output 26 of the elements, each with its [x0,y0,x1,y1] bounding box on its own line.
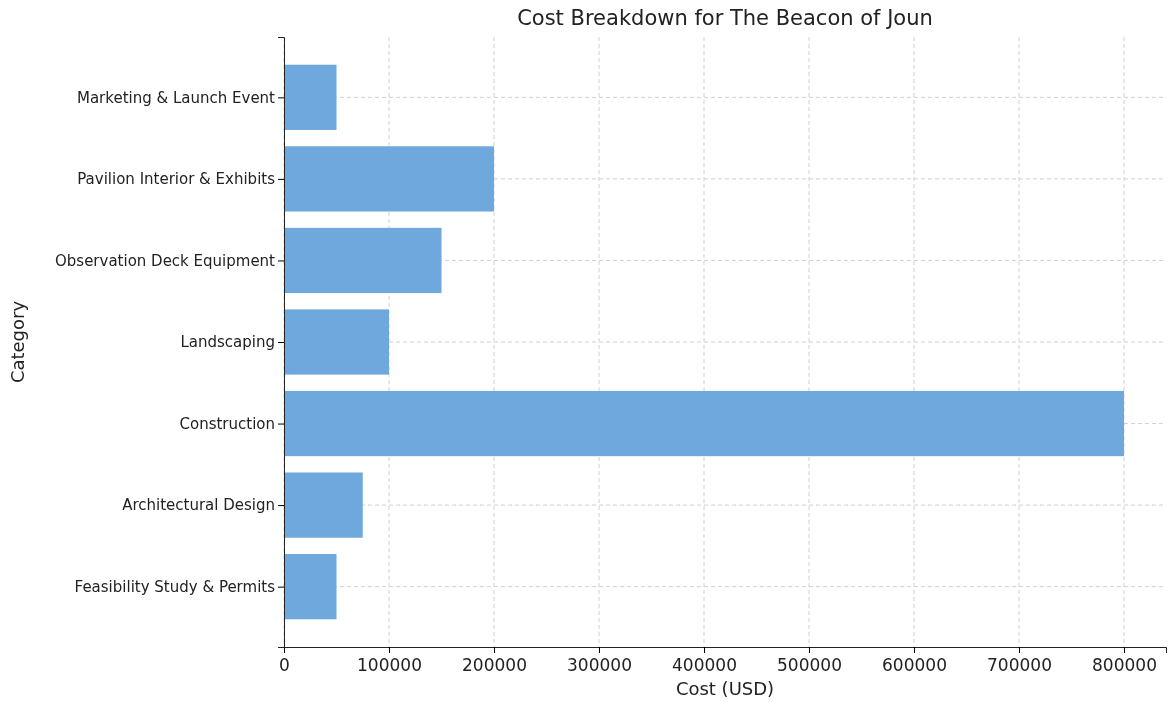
y-axis-title: Category [7,300,28,384]
x-tick-label: 500000 [777,655,842,676]
bar [284,146,494,212]
bar [284,390,1124,457]
x-tick-label: 600000 [882,655,947,676]
y-tick-label: Landscaping [180,333,275,352]
chart-title: Cost Breakdown for The Beacon of Joun [517,6,933,30]
x-tick-label: 0 [279,655,290,676]
y-tick-label: Construction [179,414,275,433]
bar [284,554,337,620]
x-axis-title: Cost (USD) [675,678,775,699]
bar [284,472,363,538]
x-tick-label: 200000 [462,655,527,676]
x-tick-label: 100000 [357,655,422,676]
y-tick-label: Observation Deck Equipment [54,251,276,270]
bar [284,227,442,294]
bar [284,309,389,375]
y-tick-label: Marketing & Launch Event [76,88,276,107]
x-tick-label: 700000 [987,655,1052,676]
x-tick-label: 400000 [672,655,737,676]
x-tick-label: 300000 [567,655,632,676]
x-tick-label: 800000 [1092,655,1157,676]
y-tick-label: Pavilion Interior & Exhibits [77,170,276,189]
y-tick-label: Feasibility Study & Permits [74,577,276,596]
bar [284,64,337,130]
y-tick-label: Architectural Design [122,496,275,515]
